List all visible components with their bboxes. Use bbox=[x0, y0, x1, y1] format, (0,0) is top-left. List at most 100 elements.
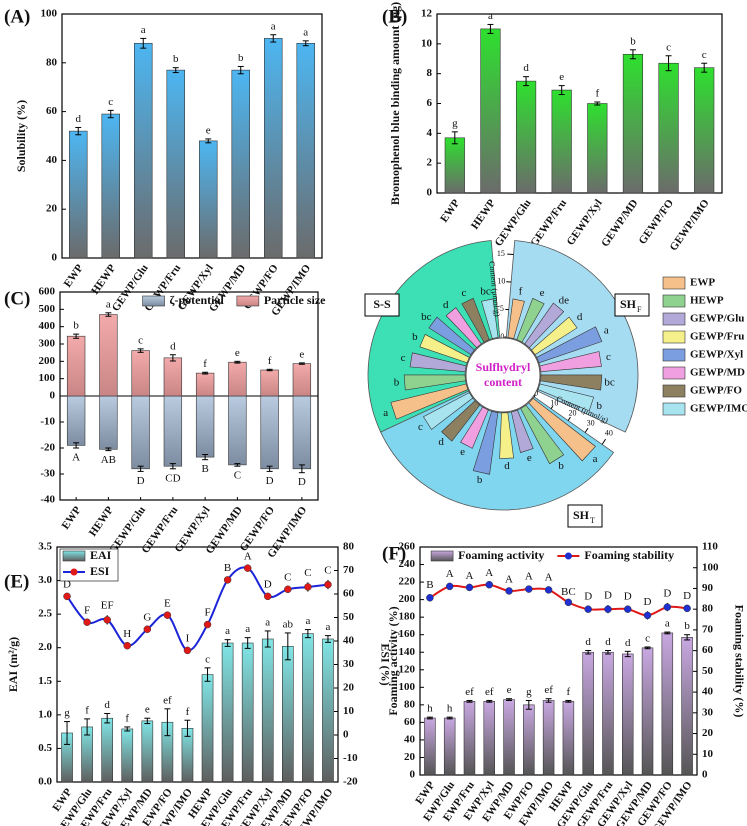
y-tick-label: 80 bbox=[343, 541, 355, 553]
y-tick-label: -30 bbox=[40, 468, 55, 480]
y-tick-label: 40 bbox=[702, 686, 714, 698]
center-label: Sulfhydryl bbox=[476, 360, 531, 374]
bar bbox=[292, 363, 312, 397]
y-tick-label: 0 bbox=[50, 390, 56, 402]
bar bbox=[658, 62, 679, 194]
y-tick-label: 30 bbox=[702, 706, 714, 718]
y-tick-label: 0.5 bbox=[38, 742, 52, 754]
point bbox=[544, 586, 553, 594]
point bbox=[63, 592, 71, 601]
point-letter: EF bbox=[101, 600, 114, 612]
point bbox=[123, 641, 131, 650]
bar-letter: B bbox=[201, 463, 208, 475]
point-letter: A bbox=[525, 570, 533, 582]
bar-letter: f bbox=[186, 706, 190, 718]
bar bbox=[551, 89, 572, 194]
y-tick-label: 3.5 bbox=[38, 541, 52, 553]
legend-swatch bbox=[62, 550, 86, 562]
r-tick-label: 10 bbox=[497, 277, 505, 286]
bar-letter: d bbox=[585, 636, 591, 648]
bar bbox=[562, 701, 575, 776]
y-tick-label: 60 bbox=[343, 588, 355, 600]
bar-letter: d bbox=[443, 299, 449, 311]
bar-letter: f bbox=[268, 355, 272, 367]
bar-letter: e bbox=[299, 348, 304, 360]
y2-axis-title: ESI (%) bbox=[378, 643, 392, 685]
bar bbox=[131, 350, 150, 397]
radial-bar bbox=[460, 406, 489, 449]
r-tick-label: 40 bbox=[605, 428, 613, 437]
y-tick-label: 20 bbox=[343, 682, 355, 694]
sector-name: SH bbox=[620, 297, 637, 311]
y-tick-label: 80 bbox=[46, 56, 58, 68]
y-tick-label: 90 bbox=[702, 582, 714, 594]
bar-letter: D bbox=[266, 475, 274, 487]
y-tick-label: 60 bbox=[404, 716, 416, 728]
point bbox=[643, 611, 652, 620]
point bbox=[663, 603, 672, 611]
point-letter: D bbox=[624, 591, 632, 603]
point-letter: BC bbox=[561, 586, 576, 598]
legend-label: ζ-potential bbox=[170, 293, 225, 307]
legend-swatch bbox=[662, 402, 686, 416]
tick-mark bbox=[601, 438, 607, 445]
bar-letter: e bbox=[540, 287, 545, 299]
point bbox=[103, 616, 111, 624]
point-letter: E bbox=[164, 597, 171, 609]
tick-mark bbox=[533, 394, 536, 398]
bar-letter: b bbox=[684, 620, 690, 632]
x-tick-label: EWP bbox=[438, 197, 462, 225]
y-tick-label: 30 bbox=[343, 658, 355, 670]
bar-letter: C bbox=[234, 470, 241, 482]
panel-label: (F) bbox=[382, 543, 406, 564]
bar-letter: g bbox=[526, 686, 532, 698]
y-tick-label: 0 bbox=[343, 729, 349, 741]
bar bbox=[166, 69, 185, 259]
point bbox=[264, 592, 272, 601]
bar-letter: A bbox=[72, 452, 80, 464]
sector-name: SH bbox=[573, 508, 590, 522]
bar-letter: ef bbox=[544, 684, 553, 696]
y-tick-label: 2 bbox=[427, 157, 433, 169]
legend-label: GEWP/Xyl bbox=[690, 349, 743, 361]
bar-letter: a bbox=[326, 621, 331, 633]
point bbox=[143, 625, 152, 633]
bar-letter: d bbox=[605, 636, 611, 648]
y-tick-label: 40 bbox=[404, 733, 416, 745]
r-tick-label: 10 bbox=[550, 398, 558, 407]
x-tick-label: EWP bbox=[59, 504, 83, 532]
bar-letter: b bbox=[597, 400, 603, 412]
point-letter: I bbox=[186, 633, 190, 645]
legend-label: Foaming stability bbox=[584, 548, 674, 562]
y-tick-label: -20 bbox=[40, 442, 55, 454]
point-letter: A bbox=[545, 571, 553, 583]
radial-bar bbox=[422, 392, 474, 430]
r-tick-label: 0 bbox=[500, 332, 504, 341]
point bbox=[304, 583, 312, 591]
bar bbox=[260, 395, 279, 470]
bar bbox=[134, 42, 153, 259]
bar-letter: e bbox=[507, 684, 512, 696]
bar-letter: e bbox=[206, 124, 211, 136]
y-tick-label: 400 bbox=[39, 320, 56, 332]
point bbox=[525, 585, 533, 593]
point-letter: D bbox=[63, 579, 71, 591]
bar-letter: ef bbox=[163, 694, 172, 706]
bar-letter: c bbox=[418, 421, 423, 433]
y-tick-label: -20 bbox=[343, 776, 358, 788]
legend-marker bbox=[70, 568, 78, 576]
legend-label: Foaming activity bbox=[458, 548, 544, 562]
bar bbox=[221, 642, 234, 783]
bar-letter: e bbox=[559, 71, 564, 83]
point bbox=[284, 585, 292, 594]
sector-subscript: F bbox=[637, 305, 642, 314]
bar-letter: D bbox=[137, 475, 145, 487]
panel-label: (E) bbox=[4, 571, 29, 592]
r-tick-label: 30 bbox=[587, 418, 595, 427]
y-tick-label: 4 bbox=[427, 127, 433, 139]
bar-letter: c bbox=[645, 633, 650, 645]
y-tick-label: 300 bbox=[39, 338, 56, 350]
bar-letter: d bbox=[76, 113, 82, 125]
bar bbox=[483, 701, 495, 776]
point-letter: D bbox=[683, 590, 691, 602]
